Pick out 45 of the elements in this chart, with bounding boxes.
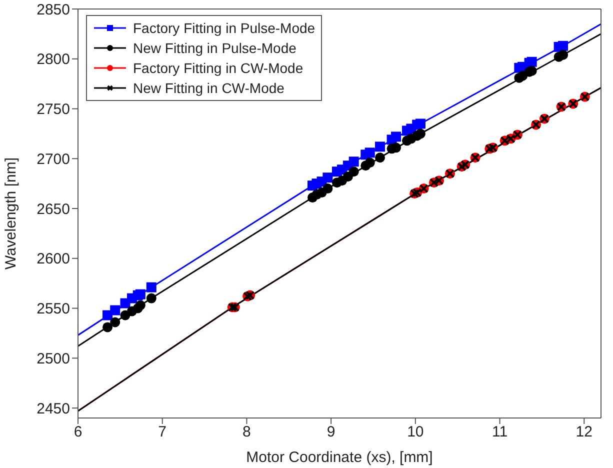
point — [364, 158, 375, 168]
point — [102, 322, 113, 332]
point — [374, 142, 385, 152]
point — [374, 152, 385, 163]
point — [322, 184, 333, 194]
point — [415, 128, 426, 139]
point — [364, 148, 375, 158]
y-tick-label: 2850 — [36, 1, 70, 18]
y-axis-title: Wavelength [nm] — [2, 158, 20, 270]
point — [348, 166, 359, 177]
x-tick-label: 8 — [242, 424, 251, 441]
point — [391, 132, 402, 142]
x-axis-title: Motor Coordinate (xs), [mm] — [246, 449, 433, 466]
x-tick-label: 9 — [326, 424, 336, 441]
point — [146, 282, 156, 292]
point — [322, 172, 333, 183]
point — [526, 56, 537, 67]
y-tick-label: 2450 — [36, 400, 70, 418]
x-tick-label: 7 — [158, 424, 167, 441]
point — [391, 142, 402, 153]
y-tick-label: 2600 — [36, 250, 70, 268]
y-tick-label: 2550 — [36, 300, 70, 318]
y-tick-label: 2800 — [36, 51, 70, 68]
x-tick-label: 12 — [576, 424, 592, 441]
point — [558, 40, 568, 51]
point — [110, 317, 120, 328]
point — [558, 50, 568, 60]
point — [415, 118, 426, 129]
x-tick-label: 6 — [74, 424, 82, 441]
legend-label: New Fitting in Pulse-Mode — [133, 40, 296, 56]
point — [526, 66, 537, 76]
point — [110, 305, 120, 316]
legend-label: Factory Fitting in Pulse-Mode — [133, 20, 316, 36]
y-tick-label: 2700 — [36, 150, 70, 168]
legend-label: New Fitting in CW-Mode — [133, 80, 284, 96]
point — [146, 293, 156, 304]
point — [135, 300, 146, 310]
point — [348, 156, 359, 167]
x-tick-label: 11 — [492, 424, 508, 441]
x-tick-label: 10 — [407, 424, 424, 441]
legend-label: Factory Fitting in CW-Mode — [133, 60, 304, 76]
point — [135, 289, 146, 300]
y-tick-label: 2500 — [36, 350, 70, 368]
y-tick-label: 2750 — [36, 101, 70, 118]
y-tick-label: 2650 — [36, 200, 70, 218]
